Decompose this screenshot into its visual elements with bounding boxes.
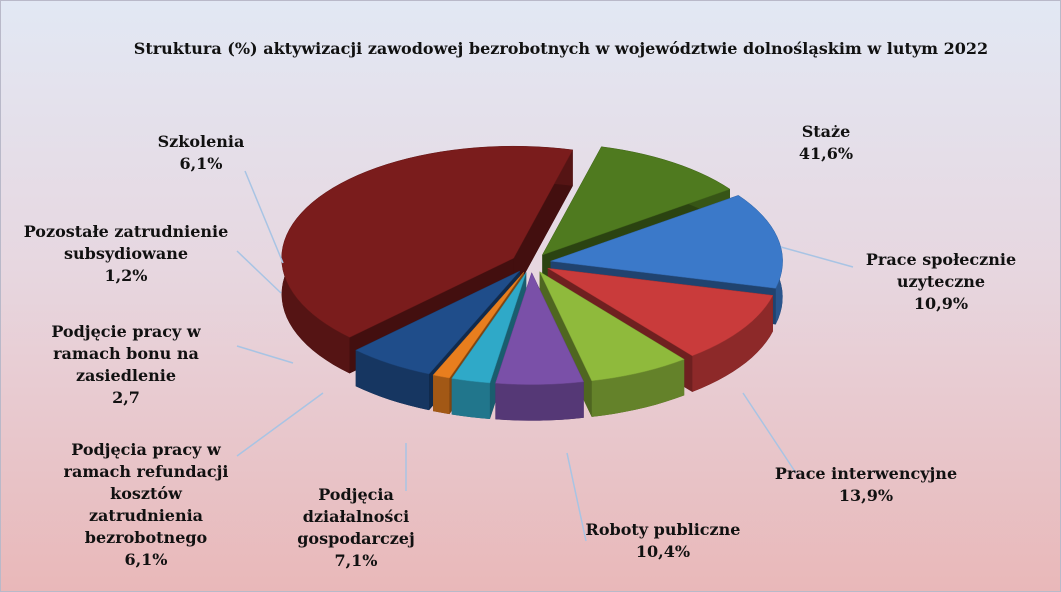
slice — [547, 267, 774, 357]
slice — [451, 272, 527, 384]
leader-line — [236, 345, 294, 364]
leader-line — [780, 246, 854, 268]
category-label: Podjęcia działalności gospodarczej — [297, 485, 415, 548]
value-label: 7,1% — [334, 551, 378, 570]
category-label: Pozostałe zatrudnienie subsydiowane — [23, 222, 229, 263]
category-label: Staże — [801, 122, 851, 141]
slice-side — [495, 381, 584, 421]
slice-label: Pozostałe zatrudnienie subsydiowane 1,2% — [11, 221, 241, 287]
slice-label: Staże 41,6% — [756, 121, 896, 165]
slice-label: Prace interwencyjne 13,9% — [766, 463, 966, 507]
slice — [432, 271, 525, 379]
chart-title: Struktura (%) aktywizacji zawodowej bezr… — [133, 39, 989, 58]
slice-label: Roboty publiczne 10,4% — [563, 519, 763, 563]
value-label: 13,9% — [838, 486, 894, 505]
slice-side — [591, 359, 685, 417]
slice — [355, 270, 520, 375]
slice-label: Podjęcia pracy w ramach refundacji koszt… — [59, 439, 234, 571]
slice — [495, 271, 585, 385]
slice — [281, 145, 574, 338]
leader-line — [236, 392, 324, 457]
slice-label: Podjęcie pracy w ramach bonu na zasiedle… — [46, 321, 206, 409]
category-label: Podjęcia pracy w ramach refundacji koszt… — [63, 440, 229, 547]
leader-line — [236, 250, 282, 294]
slice-label: Prace społecznie uzyteczne 10,9% — [846, 249, 1036, 315]
category-label: Podjęcie pracy w ramach bonu na zasiedle… — [51, 322, 201, 385]
slice-side — [451, 378, 490, 419]
value-label: 6,1% — [124, 550, 168, 569]
slice-side — [355, 350, 430, 411]
leader-line — [742, 392, 797, 474]
category-label: Prace społecznie uzyteczne — [865, 250, 1017, 291]
slice — [541, 146, 731, 256]
slice — [550, 195, 783, 289]
category-label: Prace interwencyjne — [774, 464, 958, 483]
value-label: 41,6% — [798, 144, 854, 163]
value-label: 10,4% — [635, 542, 691, 561]
category-label: Szkolenia — [157, 132, 245, 151]
slice-side — [692, 295, 773, 392]
slice-label: Podjęcia działalności gospodarczej 7,1% — [286, 484, 426, 572]
category-label: Roboty publiczne — [585, 520, 741, 539]
value-label: 2,7 — [112, 388, 140, 407]
slice-label: Szkolenia 6,1% — [141, 131, 261, 175]
slice-wall — [513, 149, 573, 295]
slice — [539, 271, 685, 382]
leader-line — [244, 170, 284, 264]
value-label: 6,1% — [179, 154, 223, 173]
value-label: 10,9% — [913, 294, 969, 313]
value-label: 1,2% — [104, 266, 148, 285]
leader-line — [566, 452, 587, 542]
slice-side — [433, 375, 450, 415]
